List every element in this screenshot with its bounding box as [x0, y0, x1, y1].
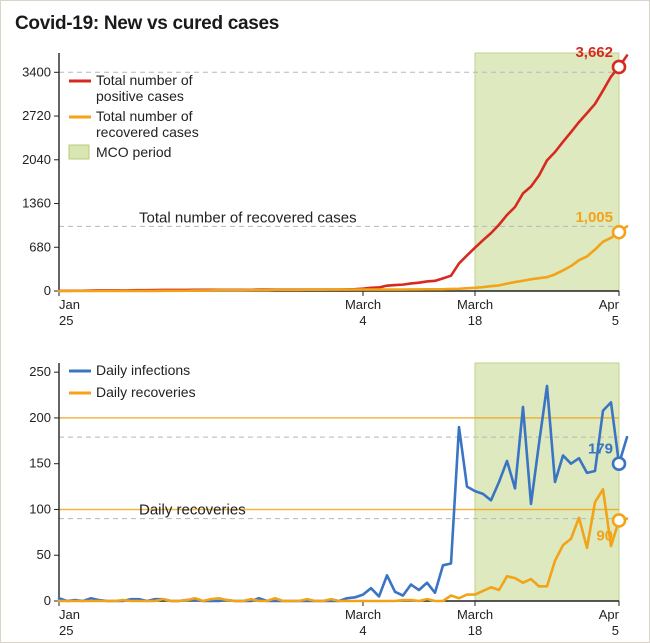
recovered-end-marker: [613, 226, 625, 238]
chart-card: { "title": "Covid-19: New vs cured cases…: [0, 0, 650, 643]
x-tick-label: 5: [612, 623, 619, 638]
chart-1-svg: 06801360204027203400Jan25March4March18Ap…: [15, 41, 637, 329]
x-tick-label: March: [345, 297, 381, 312]
annotation-text: Total number of recovered cases: [139, 209, 357, 226]
y-tick-label: 200: [29, 410, 51, 425]
infections-end-marker: [613, 458, 625, 470]
chart-2-daily: 050100150200250Jan25March4March18Apr5179…: [15, 351, 635, 639]
chart-title: Covid-19: New vs cured cases: [15, 13, 635, 35]
x-tick-label: March: [457, 607, 493, 622]
chart-2-svg: 050100150200250Jan25March4March18Apr5179…: [15, 351, 637, 639]
y-tick-label: 680: [29, 239, 51, 254]
legend-label: Daily recoveries: [96, 384, 196, 400]
x-tick-label: 18: [468, 313, 482, 328]
y-tick-label: 2040: [22, 152, 51, 167]
infections-end-label: 179: [588, 441, 613, 458]
legend-label: Daily infections: [96, 362, 190, 378]
legend-label: recovered cases: [96, 124, 199, 140]
recoveries-end-marker: [613, 514, 625, 526]
legend-label: Total number of: [96, 108, 193, 124]
recovered-end-label: 1,005: [575, 209, 613, 226]
x-tick-label: Apr: [599, 297, 620, 312]
y-tick-label: 1360: [22, 196, 51, 211]
x-tick-label: 5: [612, 313, 619, 328]
annotation-text: Daily recoveries: [139, 502, 246, 519]
x-tick-label: Jan: [59, 297, 80, 312]
x-tick-label: Jan: [59, 607, 80, 622]
legend-label: Total number of: [96, 72, 193, 88]
x-tick-label: Apr: [599, 607, 620, 622]
y-tick-label: 150: [29, 456, 51, 471]
x-tick-label: 4: [359, 623, 366, 638]
y-tick-label: 0: [44, 593, 51, 608]
x-tick-label: 25: [59, 313, 73, 328]
y-tick-label: 100: [29, 501, 51, 516]
y-tick-label: 2720: [22, 108, 51, 123]
y-tick-label: 3400: [22, 64, 51, 79]
x-tick-label: 25: [59, 623, 73, 638]
chart-1-cumulative: 06801360204027203400Jan25March4March18Ap…: [15, 41, 635, 329]
recoveries-end-label: 90: [596, 527, 613, 544]
x-tick-label: 18: [468, 623, 482, 638]
legend-label: MCO period: [96, 144, 171, 160]
legend-swatch: [69, 145, 89, 159]
x-tick-label: March: [345, 607, 381, 622]
positive-end-label: 3,662: [575, 44, 613, 61]
mco-period-region: [475, 53, 619, 291]
legend-label: positive cases: [96, 88, 184, 104]
y-tick-label: 50: [37, 547, 51, 562]
y-tick-label: 0: [44, 283, 51, 298]
x-tick-label: March: [457, 297, 493, 312]
positive-end-marker: [613, 61, 625, 73]
x-tick-label: 4: [359, 313, 366, 328]
y-tick-label: 250: [29, 364, 51, 379]
